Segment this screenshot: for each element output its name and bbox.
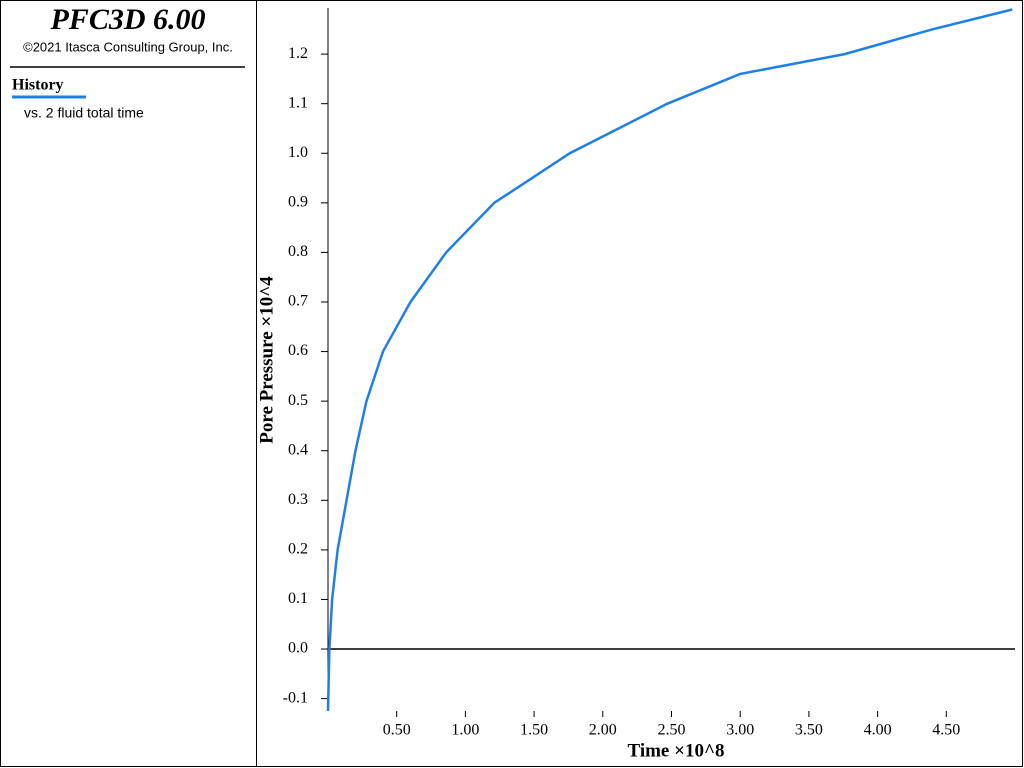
x-tick-label: 1.50 — [520, 722, 548, 739]
x-tick-label: 0.50 — [383, 722, 411, 739]
y-tick-label: -0.1 — [283, 689, 308, 706]
x-tick-label: 4.50 — [932, 722, 960, 739]
x-axis-label: Time ×10^8 — [628, 740, 725, 761]
x-tick-label: 3.00 — [726, 722, 754, 739]
y-tick-label: 0.9 — [288, 194, 308, 211]
legend-note: vs. 2 fluid total time — [24, 105, 144, 121]
y-tick-label: 1.1 — [288, 94, 308, 111]
x-tick-label: 1.00 — [451, 722, 479, 739]
y-tick-label: 0.1 — [288, 590, 308, 607]
copyright: ©2021 Itasca Consulting Group, Inc. — [23, 39, 233, 54]
x-tick-label: 3.50 — [795, 722, 823, 739]
y-tick-label: 0.4 — [288, 441, 308, 458]
y-tick-label: 0.5 — [288, 392, 308, 409]
panel-title: PFC3D 6.00 — [49, 3, 205, 36]
y-tick-label: 1.2 — [288, 45, 308, 62]
y-tick-label: 1.0 — [288, 144, 308, 161]
y-tick-label: 0.2 — [288, 541, 308, 558]
y-tick-label: 0.7 — [288, 293, 308, 310]
legend-title: History — [12, 77, 64, 94]
x-tick-label: 4.00 — [864, 722, 892, 739]
x-tick-label: 2.50 — [658, 722, 686, 739]
series-line — [326, 8, 1013, 712]
y-tick-label: 0.3 — [288, 491, 308, 508]
y-tick-label: 0.0 — [288, 640, 308, 657]
x-tick-label: 2.00 — [589, 722, 617, 739]
y-tick-label: 0.8 — [288, 243, 308, 260]
y-axis-label: Pore Pressure ×10^4 — [256, 276, 277, 444]
y-tick-label: 0.6 — [288, 342, 308, 359]
